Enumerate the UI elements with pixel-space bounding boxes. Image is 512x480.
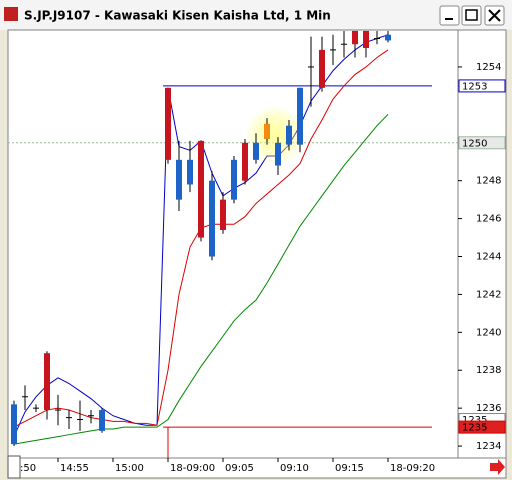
maximize-button[interactable]: [461, 5, 482, 26]
x-tick-label: :50: [20, 463, 36, 474]
x-tick-label: 09:10: [280, 463, 309, 474]
y-tick-label: 1254: [476, 62, 501, 73]
candle-body: [209, 180, 215, 257]
candle-body: [264, 123, 270, 139]
highlight-glow: [245, 105, 305, 166]
y-tick-label: 1242: [476, 289, 501, 300]
price-level-box: [458, 79, 506, 93]
candle-body: [319, 49, 325, 88]
candle-body: [187, 159, 193, 185]
candle-body: [11, 404, 17, 445]
close-button[interactable]: [484, 5, 505, 26]
candle-body: [165, 87, 171, 160]
window-icon: [4, 7, 18, 21]
minimize-button[interactable]: [439, 5, 460, 26]
candle-body: [385, 34, 391, 41]
y-tick-label: 1234: [476, 441, 501, 452]
price-level-label: 1235: [462, 415, 487, 426]
price-level-box: [458, 136, 506, 150]
candle-body: [253, 142, 259, 160]
candle-body: [198, 140, 204, 238]
candle-body: [99, 410, 105, 431]
candle-body: [231, 159, 237, 200]
price-level-label: 1250: [462, 138, 487, 149]
x-tick-label: 15:00: [115, 463, 144, 474]
plot: 1234 1236 1238 1240 1242 1244 1246 1248 1254 14:5…: [8, 30, 506, 474]
y-tick-label: 1236: [476, 403, 501, 414]
window-title: S.JP.J9107 - Kawasaki Kisen Kaisha Ltd, …: [24, 9, 331, 23]
x-tick-label: 09:05: [225, 463, 254, 474]
y-tick-label: 1246: [476, 214, 501, 225]
y-tick-label: 1240: [476, 327, 501, 338]
y-tick-label: 1244: [476, 252, 501, 263]
price-level-label: 1235: [462, 423, 487, 434]
y-tick-label: 1248: [476, 176, 501, 187]
title-bar: [0, 0, 512, 30]
scroll-arrow[interactable]: [490, 459, 505, 475]
candle-body: [44, 353, 50, 411]
price-level-label: 1253: [462, 81, 487, 92]
y-tick-label: 1238: [476, 365, 501, 376]
x-tick-label: 18-09:20: [390, 463, 435, 474]
x-tick-label: 14:55: [60, 463, 89, 474]
candle-body: [220, 199, 226, 230]
candle-body: [363, 30, 369, 49]
candle-body: [242, 142, 248, 181]
price-level-box: [458, 420, 506, 434]
x-tick-label: 18-09:00: [170, 463, 215, 474]
candle-body: [176, 159, 182, 200]
plot-area: [7, 29, 459, 459]
scroll-box[interactable]: [7, 455, 21, 479]
price-axis: [457, 29, 507, 459]
candle-body: [275, 142, 281, 166]
candle-body: [286, 125, 292, 145]
candle-body: [297, 87, 303, 145]
candle-body: [352, 30, 358, 45]
moving-average-line: [13, 114, 389, 445]
x-tick-label: 09:15: [335, 463, 364, 474]
